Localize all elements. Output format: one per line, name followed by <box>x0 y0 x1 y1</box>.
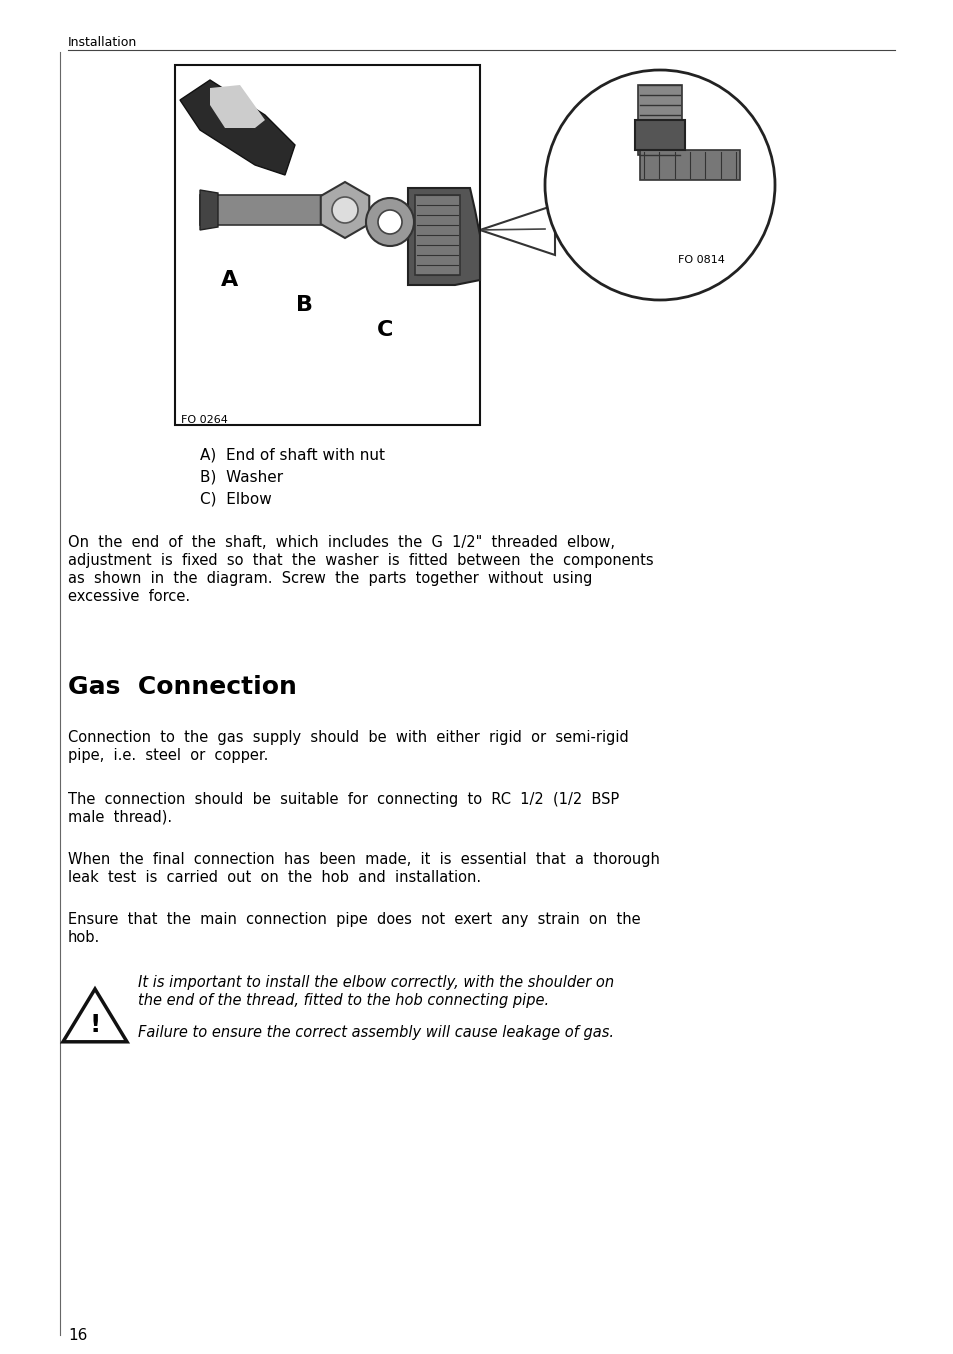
Text: B)  Washer: B) Washer <box>200 470 283 485</box>
Text: 16: 16 <box>68 1328 88 1343</box>
Bar <box>638 85 681 154</box>
Bar <box>415 195 459 275</box>
Text: the end of the thread, fitted to the hob connecting pipe.: the end of the thread, fitted to the hob… <box>138 992 549 1007</box>
Circle shape <box>366 198 414 246</box>
Text: as  shown  in  the  diagram.  Screw  the  parts  together  without  using: as shown in the diagram. Screw the parts… <box>68 571 592 586</box>
Text: The  connection  should  be  suitable  for  connecting  to  RC  1/2  (1/2  BSP: The connection should be suitable for co… <box>68 792 618 807</box>
Text: Gas  Connection: Gas Connection <box>68 676 296 699</box>
Text: B: B <box>296 295 314 315</box>
Bar <box>635 121 684 150</box>
Text: Connection  to  the  gas  supply  should  be  with  either  rigid  or  semi-rigi: Connection to the gas supply should be w… <box>68 730 628 745</box>
Circle shape <box>332 196 357 223</box>
Text: hob.: hob. <box>68 930 100 945</box>
Bar <box>174 65 479 425</box>
Polygon shape <box>210 85 265 129</box>
Polygon shape <box>200 190 218 230</box>
Text: A)  End of shaft with nut: A) End of shaft with nut <box>200 448 385 463</box>
Text: leak  test  is  carried  out  on  the  hob  and  installation.: leak test is carried out on the hob and … <box>68 871 480 886</box>
Text: !: ! <box>90 1013 101 1037</box>
Bar <box>200 195 330 225</box>
Text: pipe,  i.e.  steel  or  copper.: pipe, i.e. steel or copper. <box>68 747 268 764</box>
Polygon shape <box>180 80 294 175</box>
Text: male  thread).: male thread). <box>68 810 172 825</box>
Polygon shape <box>479 204 555 255</box>
Text: FO 0264: FO 0264 <box>181 414 228 425</box>
Polygon shape <box>320 181 369 238</box>
Text: It is important to install the elbow correctly, with the shoulder on: It is important to install the elbow cor… <box>138 975 614 990</box>
Circle shape <box>544 70 774 301</box>
Polygon shape <box>63 988 127 1041</box>
Text: On  the  end  of  the  shaft,  which  includes  the  G  1/2"  threaded  elbow,: On the end of the shaft, which includes … <box>68 535 615 550</box>
Polygon shape <box>408 188 479 284</box>
Bar <box>639 150 740 180</box>
Text: A: A <box>221 269 238 290</box>
Circle shape <box>377 210 401 234</box>
Text: C)  Elbow: C) Elbow <box>200 492 272 506</box>
Text: FO 0814: FO 0814 <box>678 255 724 265</box>
Text: adjustment  is  fixed  so  that  the  washer  is  fitted  between  the  componen: adjustment is fixed so that the washer i… <box>68 552 653 567</box>
Text: C: C <box>376 320 393 340</box>
Text: When  the  final  connection  has  been  made,  it  is  essential  that  a  thor: When the final connection has been made,… <box>68 852 659 867</box>
Text: Installation: Installation <box>68 37 137 49</box>
Text: Failure to ensure the correct assembly will cause leakage of gas.: Failure to ensure the correct assembly w… <box>138 1025 614 1040</box>
Text: Ensure  that  the  main  connection  pipe  does  not  exert  any  strain  on  th: Ensure that the main connection pipe doe… <box>68 913 640 927</box>
Text: excessive  force.: excessive force. <box>68 589 190 604</box>
